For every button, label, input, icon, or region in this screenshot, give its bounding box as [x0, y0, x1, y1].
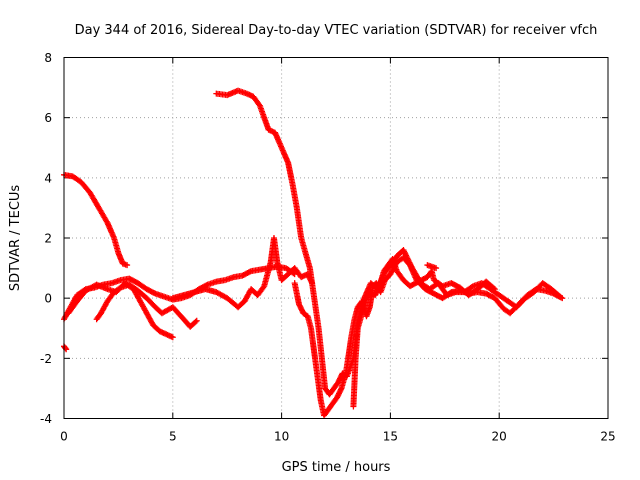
y-axis-label: SDTVAR / TECUs — [8, 185, 23, 292]
data-point — [491, 286, 498, 293]
x-tick-label: 5 — [169, 430, 177, 444]
x-axis-tick-labels: 0 5 10 15 20 25 — [60, 430, 615, 444]
series-satellite-track-1 — [61, 171, 131, 269]
data-point — [559, 295, 566, 302]
data-point — [447, 290, 454, 297]
data-points — [61, 87, 566, 419]
chart-title: Day 344 of 2016, Sidereal Day-to-day VTE… — [75, 23, 598, 38]
x-axis-label: GPS time / hours — [282, 460, 391, 475]
y-tick-label: 8 — [44, 51, 52, 65]
y-tick-label: -4 — [40, 412, 52, 426]
plot-frame — [63, 57, 609, 419]
x-tick-label: 10 — [274, 430, 289, 444]
x-tick-label: 20 — [492, 430, 507, 444]
data-point — [192, 318, 199, 325]
series-satellite-track-10 — [424, 262, 440, 272]
grid-lines — [64, 57, 608, 419]
data-point — [433, 265, 440, 272]
x-tick-label: 15 — [383, 430, 398, 444]
series-satellite-track-5 — [93, 281, 200, 330]
data-point — [193, 317, 200, 324]
data-point — [62, 345, 69, 352]
data-point — [490, 285, 497, 292]
series-satellite-track-6 — [169, 235, 316, 311]
data-point — [124, 262, 131, 269]
y-tick-label: 0 — [44, 292, 52, 306]
y-tick-label: -2 — [40, 352, 52, 366]
y-tick-label: 2 — [44, 232, 52, 246]
y-tick-label: 6 — [44, 111, 52, 125]
x-tick-label: 25 — [600, 430, 615, 444]
data-point — [260, 284, 267, 291]
y-tick-label: 4 — [44, 171, 52, 185]
y-axis-tick-labels: -4 -2 0 2 4 6 8 — [40, 51, 52, 426]
series-satellite-track-9 — [350, 256, 498, 410]
data-point — [169, 334, 176, 341]
x-tick-label: 0 — [60, 430, 68, 444]
